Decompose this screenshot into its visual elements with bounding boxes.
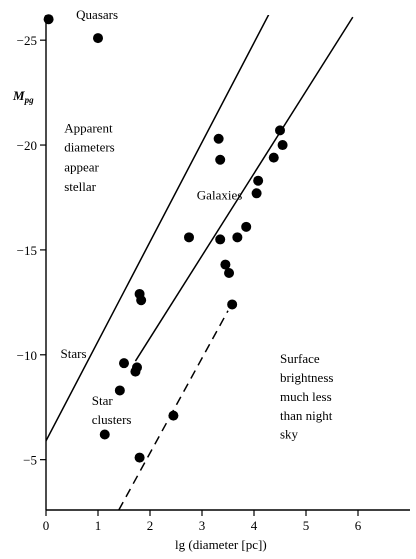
- data-point: [93, 33, 103, 44]
- x-tick-label: 5: [303, 518, 310, 533]
- data-point: [114, 385, 125, 396]
- dashed-line: [118, 310, 229, 510]
- data-point: [253, 175, 264, 186]
- data-point: [168, 410, 179, 421]
- y-tick-label: −5: [23, 453, 37, 468]
- data-point: [215, 154, 226, 165]
- annotation-label: stellar: [64, 179, 96, 194]
- data-point: [134, 452, 145, 463]
- data-point: [227, 299, 238, 310]
- data-point: [184, 232, 194, 243]
- annotation-label: diameters: [64, 139, 115, 154]
- data-point: [215, 234, 226, 245]
- annotation-label: clusters: [92, 412, 132, 427]
- y-tick-label: −25: [17, 33, 37, 48]
- axes: 0 1 2 3 4 5 6 −25 −20 −15 −10 −5: [17, 15, 410, 533]
- annotations: Quasars Apparent diameters appear stellar Gal…: [61, 7, 334, 441]
- data-point: [277, 140, 288, 151]
- annotation-label: Stars: [61, 346, 87, 361]
- data-point: [136, 295, 147, 306]
- annotation-label: Quasars: [76, 7, 118, 22]
- annotation-label: than night: [280, 408, 333, 423]
- data-point: [224, 267, 235, 278]
- annotation-label: Surface: [280, 351, 320, 366]
- data-point: [268, 152, 279, 163]
- data-point: [251, 188, 262, 199]
- annotation-label: much less: [280, 389, 332, 404]
- data-point: [275, 125, 285, 136]
- annotation-label: sky: [280, 427, 299, 442]
- annotation-label: brightness: [280, 370, 333, 385]
- data-point: [232, 232, 243, 243]
- y-axis-label-subscript: pg: [24, 95, 35, 105]
- data-point: [130, 366, 141, 377]
- data-points: [43, 14, 288, 463]
- x-tick-label: 2: [147, 518, 154, 533]
- y-tick-label: −20: [17, 138, 37, 153]
- y-tick-label: −15: [17, 243, 37, 258]
- trend-lines: [46, 15, 354, 510]
- annotation-label: Star: [92, 393, 114, 408]
- y-tick-label: −10: [17, 348, 37, 363]
- x-axis-label: lg (diameter [pc]): [175, 537, 267, 552]
- data-point: [241, 221, 252, 232]
- data-point: [220, 259, 231, 270]
- data-point: [213, 133, 224, 144]
- y-axis-label: Mpg: [12, 88, 34, 105]
- data-point: [43, 14, 54, 25]
- data-point: [119, 358, 129, 369]
- annotation-label: Apparent: [64, 120, 113, 135]
- x-tick-label: 3: [199, 518, 206, 533]
- annotation-label: Galaxies: [197, 188, 242, 203]
- solid-line: [134, 16, 354, 362]
- y-axis-label-main: M: [12, 88, 25, 103]
- annotation-label: appear: [64, 159, 99, 174]
- x-tick-label: 6: [355, 518, 362, 533]
- x-tick-label: 0: [43, 518, 50, 533]
- x-tick-label: 1: [95, 518, 102, 533]
- solid-line: [46, 15, 270, 443]
- data-point: [99, 429, 110, 440]
- x-tick-label: 4: [251, 518, 258, 533]
